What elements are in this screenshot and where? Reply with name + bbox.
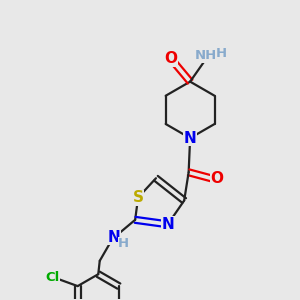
Text: N: N [161,217,174,232]
Text: H: H [216,47,227,60]
Text: NH: NH [195,49,217,62]
Text: Cl: Cl [45,271,60,284]
Text: O: O [164,51,178,66]
Text: N: N [184,130,196,146]
Text: O: O [210,171,223,186]
Text: N: N [107,230,120,245]
Text: S: S [133,190,144,205]
Text: H: H [118,237,129,250]
